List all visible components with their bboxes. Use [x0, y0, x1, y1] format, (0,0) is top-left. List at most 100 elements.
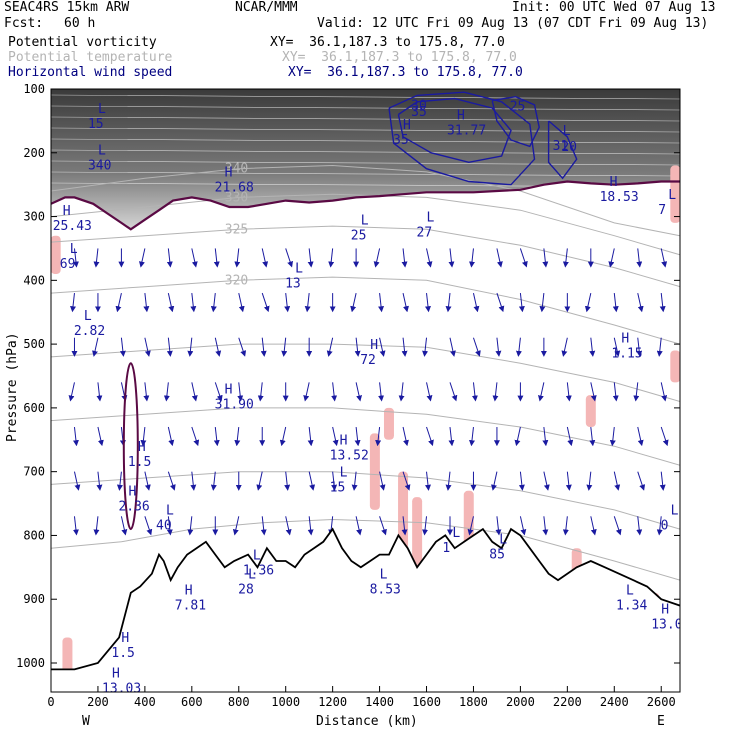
wind-vector — [354, 337, 361, 357]
stratosphere-isentrope-streak — [51, 138, 680, 144]
stratosphere-isentrope-streak — [51, 171, 680, 177]
extremum-value: 0 — [661, 519, 669, 534]
west-label: W — [82, 714, 90, 729]
extremum-value: 25 — [351, 229, 367, 244]
wind-vector — [238, 337, 247, 357]
low-marker: L — [340, 465, 348, 480]
wind-speed-label: 20 — [561, 140, 577, 155]
stratosphere-isentrope-streak — [51, 116, 680, 122]
wind-vector — [402, 471, 411, 491]
isentrope-line — [51, 343, 680, 402]
high-marker: H — [121, 631, 129, 646]
wind-vector — [166, 248, 173, 268]
stratosphere-isentrope-streak — [51, 127, 680, 133]
wind-vector — [565, 382, 572, 402]
wind-vector — [492, 382, 499, 402]
wind-vector — [659, 293, 666, 313]
wind-vector — [637, 292, 644, 313]
high-marker: H — [225, 383, 233, 398]
wind-vector — [609, 426, 616, 447]
wind-vector — [398, 382, 405, 402]
extremum-value: 1.15 — [611, 346, 642, 361]
wind-vector — [279, 426, 287, 447]
high-marker: H — [63, 204, 71, 219]
wind-speed-label: 30 — [411, 98, 427, 113]
pv-patch — [62, 637, 73, 676]
wind-vector — [373, 248, 381, 268]
wind-vector — [115, 292, 122, 313]
wind-vector — [425, 471, 431, 491]
wind-vector — [491, 471, 498, 491]
extremum-value: 31.90 — [215, 398, 254, 413]
wind-vector — [167, 426, 175, 447]
forecast-label: Fcst: — [4, 16, 44, 31]
model-title: SEAC4RS 15km ARW — [4, 0, 130, 15]
wind-vector — [257, 382, 264, 402]
wind-speed-contour — [547, 120, 578, 180]
extremum-value: 35 — [393, 133, 409, 148]
extremum-value: 69 — [60, 257, 76, 272]
wind-vector — [187, 516, 194, 536]
wind-vector — [167, 292, 175, 313]
wind-vector — [425, 293, 431, 313]
wind-vector — [660, 248, 668, 268]
wind-vector — [163, 382, 170, 402]
wind-vector — [426, 382, 433, 402]
wind-vector — [448, 248, 455, 268]
low-marker: L — [427, 210, 435, 225]
x-tick-label: 1000 — [271, 695, 300, 709]
x-tick-label: 800 — [228, 695, 250, 709]
wind-vector — [328, 248, 335, 268]
wind-vector — [260, 337, 267, 357]
x-tick-label: 2400 — [600, 695, 629, 709]
wind-vector — [304, 293, 311, 313]
wind-vector — [637, 426, 644, 447]
low-marker: L — [671, 504, 679, 519]
wind-vector — [542, 248, 549, 268]
y-tick-label: 200 — [23, 146, 45, 160]
wind-speed-contour — [491, 95, 540, 148]
extremum-value: 1.36 — [243, 563, 274, 578]
extremum-value: 85 — [489, 547, 505, 562]
wind-vector — [519, 516, 527, 536]
legend-pv-xy: XY= 36.1,187.3 to 175.8, 77.0 — [270, 35, 505, 50]
wind-vector — [496, 292, 505, 313]
wind-vector — [355, 516, 362, 536]
pv-patch — [51, 235, 61, 274]
wind-vector — [307, 516, 314, 536]
low-marker: L — [668, 188, 676, 203]
wind-vector — [238, 292, 245, 313]
wind-vector — [660, 382, 668, 402]
wind-vector — [467, 516, 474, 536]
wind-vector — [518, 293, 525, 313]
y-tick-label: 500 — [23, 337, 45, 351]
wind-vector — [472, 337, 481, 357]
wind-vector — [402, 292, 409, 313]
forecast-hours: 60 h — [64, 16, 96, 31]
wind-vector — [256, 471, 263, 491]
wind-vector — [303, 382, 310, 402]
wind-vector — [542, 426, 549, 447]
wind-vector — [72, 516, 79, 536]
extremum-value: 72 — [360, 353, 376, 368]
wind-speed-contour — [397, 97, 512, 164]
extremum-value: 1.5 — [128, 455, 151, 470]
low-marker: L — [248, 567, 256, 582]
extremum-value: 13.02 — [651, 618, 690, 633]
plot-frame — [50, 88, 681, 693]
pv-patch — [383, 407, 394, 440]
y-tick-label: 1000 — [16, 656, 45, 670]
wind-vector — [96, 382, 103, 402]
wind-vector — [72, 426, 79, 447]
wind-vector — [354, 426, 361, 447]
high-marker: H — [138, 440, 146, 455]
wind-vector — [72, 248, 79, 268]
east-label: E — [657, 714, 665, 729]
wind-vector — [331, 382, 338, 402]
wind-vector — [260, 516, 267, 536]
wind-vector — [350, 292, 357, 313]
wind-vector — [590, 516, 597, 536]
wind-vector — [284, 293, 291, 313]
high-marker: H — [457, 108, 465, 123]
